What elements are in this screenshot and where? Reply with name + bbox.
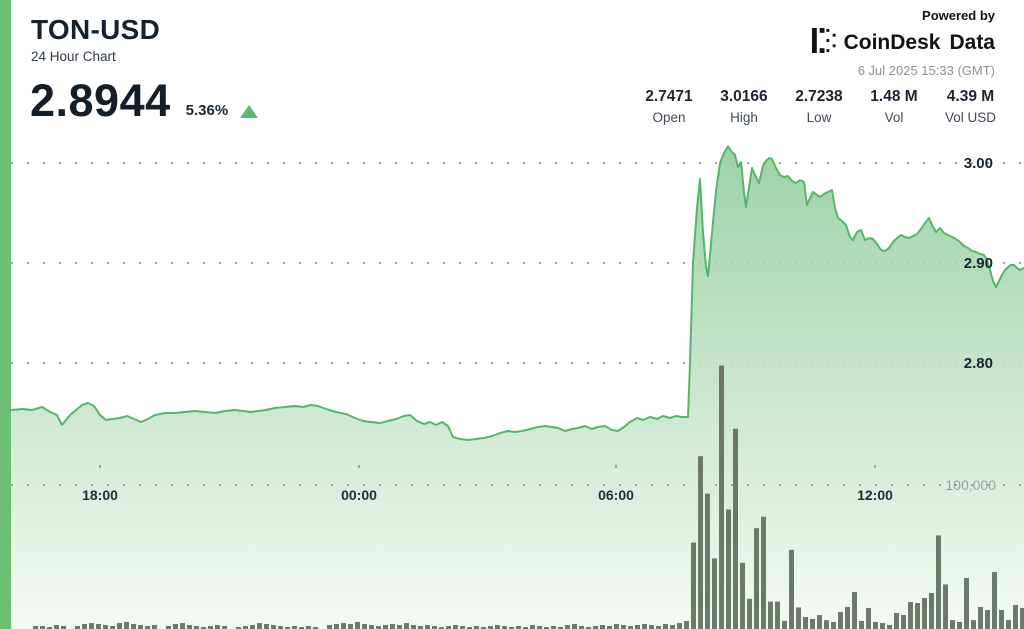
left-accent-bar <box>0 0 11 629</box>
price-axis-label-2-90: 2.90 <box>963 255 993 272</box>
brand-name: CoinDesk <box>843 31 941 54</box>
symbol-title: TON-USD <box>31 14 161 45</box>
brand-suffix: Data <box>949 31 995 54</box>
volume-axis-label: 100,000 <box>945 477 996 493</box>
stat-low: 2.7238 Low <box>795 88 843 125</box>
brand-block: Powered by CoinDesk Data 6 Jul 2025 15:3… <box>811 8 995 78</box>
time-label-18-00: 18:00 <box>82 487 118 503</box>
stat-open-value: 2.7471 <box>645 88 693 105</box>
header: TON-USD 24 Hour Chart <box>31 14 160 64</box>
stat-low-value: 2.7238 <box>795 88 843 105</box>
stat-vol-usd-label: Vol USD <box>944 110 996 125</box>
brand-row: CoinDesk Data <box>811 28 995 58</box>
stat-open: 2.7471 Open <box>645 88 693 125</box>
price-axis-label-2-80: 2.80 <box>963 355 993 372</box>
powered-by-label: Powered by <box>922 8 995 23</box>
stat-high: 3.0166 High <box>720 88 768 125</box>
time-label-06-00: 06:00 <box>598 487 634 503</box>
coindesk-logo-icon <box>811 28 837 58</box>
stat-vol-value: 1.48 M <box>870 88 918 105</box>
stat-vol-label: Vol <box>884 110 904 125</box>
stats-row: 2.7471 Open 3.0166 High 2.7238 Low 1.48 … <box>645 88 996 125</box>
stat-open-label: Open <box>652 110 686 125</box>
time-label-00-00: 00:00 <box>341 487 377 503</box>
triangle-up-icon <box>240 105 259 118</box>
stat-vol-usd: 4.39 M Vol USD <box>945 88 996 125</box>
stat-high-value: 3.0166 <box>720 88 768 105</box>
time-label-12-00: 12:00 <box>857 487 893 503</box>
change-percent: 5.36% <box>185 102 229 119</box>
chart-subtitle: 24 Hour Chart <box>31 49 116 64</box>
stat-high-label: High <box>730 110 758 125</box>
price-axis-label-3-00: 3.00 <box>963 155 993 172</box>
current-price: 2.8944 <box>30 75 171 126</box>
stat-vol-usd-value: 4.39 M <box>946 88 995 105</box>
price-row: 2.8944 5.36% <box>30 75 259 126</box>
timestamp: 6 Jul 2025 15:33 (GMT) <box>857 63 995 78</box>
stat-vol: 1.48 M Vol <box>870 88 918 125</box>
stat-low-label: Low <box>806 110 832 125</box>
